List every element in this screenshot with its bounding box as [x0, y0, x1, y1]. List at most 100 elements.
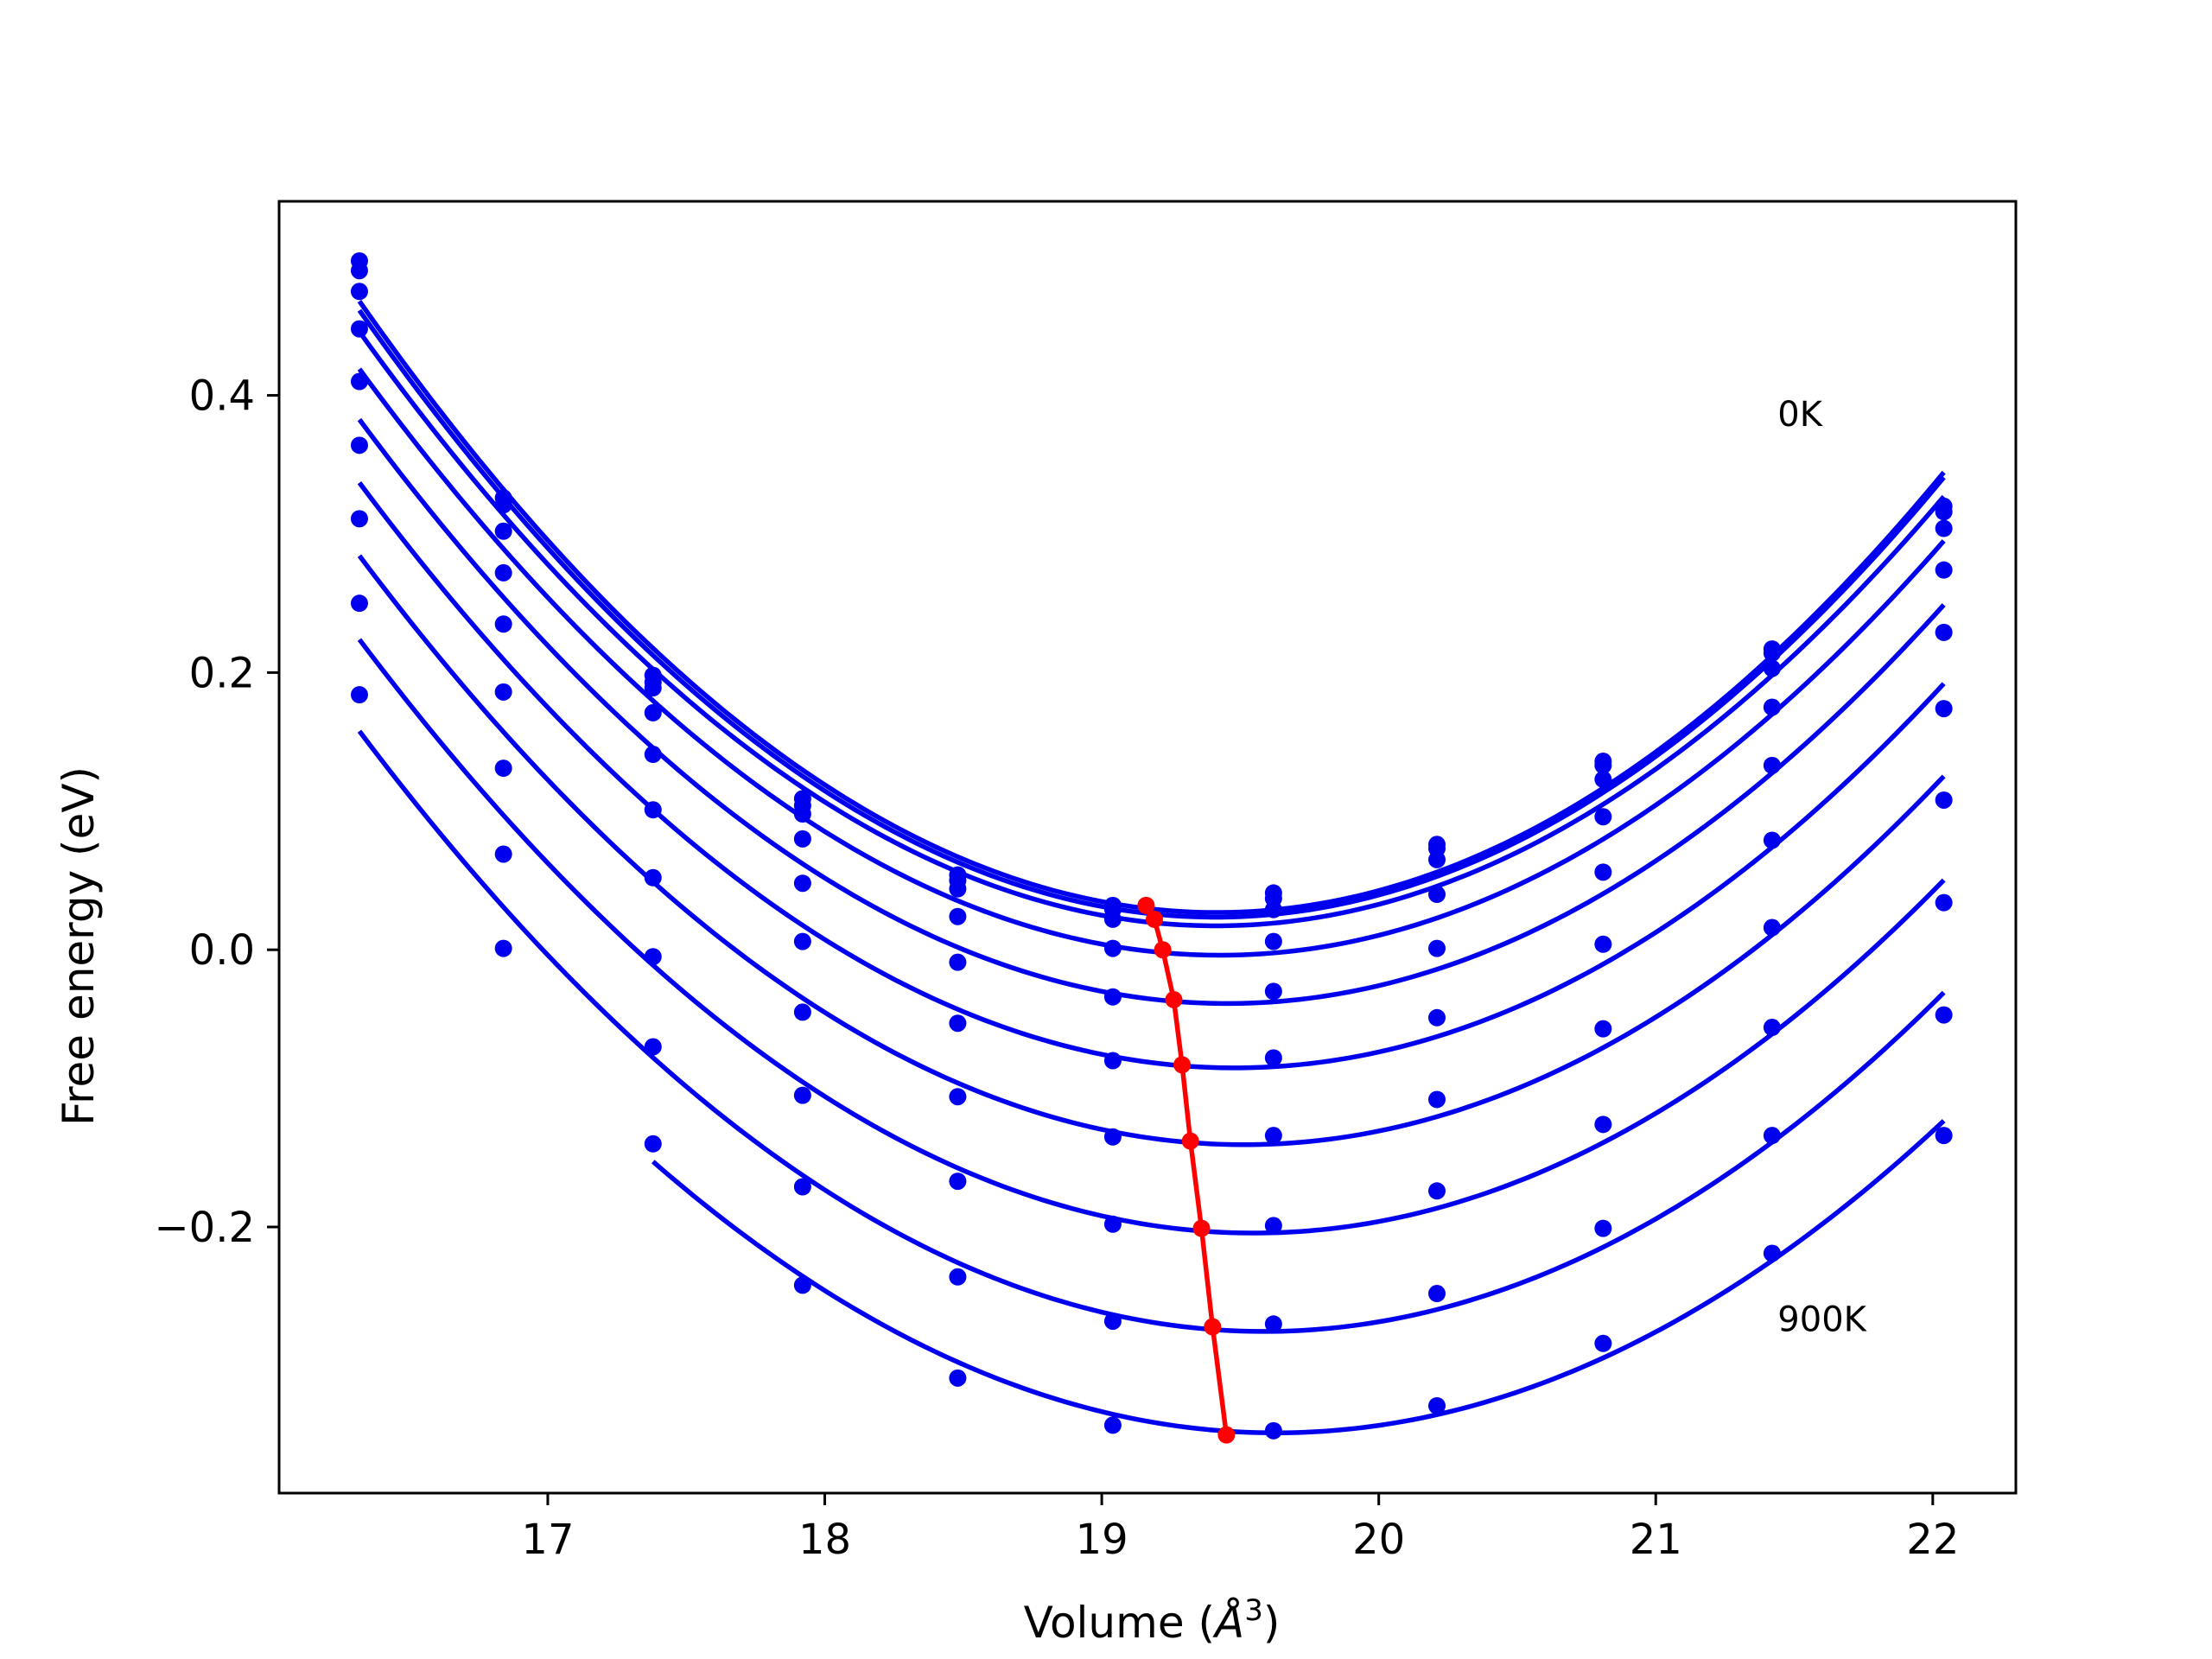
data-point-700k: [1264, 1217, 1282, 1235]
data-point-400k: [350, 372, 368, 391]
data-point-900k: [1428, 1396, 1446, 1414]
x-tick-label: 20: [1352, 1516, 1405, 1564]
data-point-300k: [644, 703, 662, 721]
data-point-500k: [1264, 1049, 1282, 1067]
y-tick-label: 0.4: [189, 372, 255, 421]
data-point-400k: [949, 953, 967, 971]
y-tick-label: 0.0: [189, 926, 255, 975]
data-point-500k: [350, 436, 368, 454]
x-tick-label: 22: [1906, 1516, 1959, 1564]
data-point-900k: [644, 1135, 662, 1153]
data-point-400k: [494, 615, 512, 633]
data-point-200k: [1428, 850, 1446, 868]
data-point-200k: [1264, 900, 1282, 918]
data-point-600k: [793, 1003, 811, 1021]
data-point-400k: [1103, 988, 1122, 1006]
data-point-600k: [1763, 918, 1781, 937]
data-point-200k: [1763, 659, 1781, 677]
data-point-900k: [1763, 1244, 1781, 1262]
data-point-900k: [1594, 1334, 1612, 1352]
minimum-point: [1204, 1318, 1222, 1336]
data-point-800k: [1103, 1313, 1122, 1331]
x-tick-label: 21: [1630, 1516, 1682, 1564]
data-point-500k: [494, 683, 512, 701]
data-point-200k: [1594, 770, 1612, 788]
data-point-300k: [1428, 886, 1446, 904]
data-point-600k: [1103, 1128, 1122, 1146]
data-point-600k: [350, 510, 368, 528]
y-axis-label: Free energy (eV): [54, 766, 104, 1126]
data-point-700k: [1594, 1116, 1612, 1134]
data-point-900k: [949, 1369, 967, 1387]
data-point-500k: [949, 1014, 967, 1033]
data-point-300k: [1935, 561, 1953, 579]
data-point-300k: [1264, 932, 1282, 950]
data-point-600k: [949, 1088, 967, 1106]
minimum-point: [1137, 896, 1155, 914]
data-point-600k: [644, 868, 662, 887]
annotation-0k: 0K: [1777, 395, 1823, 435]
data-point-300k: [1103, 939, 1122, 957]
minimum-point: [1192, 1219, 1211, 1237]
data-point-800k: [949, 1268, 967, 1286]
data-point-800k: [793, 1178, 811, 1196]
data-point-400k: [1428, 939, 1446, 957]
series-line-400k: [357, 417, 1946, 1007]
series-line-800k: [357, 729, 1946, 1334]
series-line-300k: [357, 367, 1946, 958]
x-tick-label: 19: [1076, 1516, 1128, 1564]
data-point-600k: [494, 760, 512, 778]
data-point-300k: [350, 320, 368, 338]
data-point-100k: [1763, 644, 1781, 662]
data-point-200k: [1935, 519, 1953, 537]
plot-area: [350, 251, 1953, 1444]
data-point-200k: [350, 283, 368, 301]
data-point-300k: [1763, 698, 1781, 716]
data-point-100k: [494, 496, 512, 514]
data-point-700k: [644, 948, 662, 966]
data-point-700k: [1428, 1182, 1446, 1200]
data-point-700k: [1763, 1019, 1781, 1037]
minimum-point: [1181, 1132, 1199, 1150]
data-point-400k: [1935, 623, 1953, 641]
data-point-200k: [644, 679, 662, 697]
data-point-900k: [793, 1276, 811, 1294]
data-point-200k: [494, 522, 512, 540]
data-point-600k: [1264, 1127, 1282, 1145]
minimum-point: [1217, 1426, 1236, 1444]
series-line-700k: [357, 638, 1946, 1236]
minimum-point: [1154, 941, 1172, 959]
data-point-400k: [644, 746, 662, 764]
data-point-500k: [1763, 831, 1781, 849]
y-tick-label: −0.2: [154, 1204, 255, 1252]
data-point-100k: [1935, 503, 1953, 521]
data-point-800k: [1763, 1127, 1781, 1145]
data-point-500k: [1428, 1008, 1446, 1027]
data-point-800k: [1428, 1285, 1446, 1303]
data-point-800k: [1594, 1219, 1612, 1237]
data-point-100k: [1594, 756, 1612, 774]
data-point-700k: [494, 845, 512, 863]
data-point-300k: [793, 830, 811, 848]
data-point-700k: [350, 594, 368, 613]
x-tick-label: 17: [521, 1516, 574, 1564]
x-axis-label: Volume (Å3): [1024, 1593, 1281, 1648]
data-point-800k: [1264, 1315, 1282, 1333]
data-point-800k: [494, 939, 512, 957]
data-point-900k: [1935, 1127, 1953, 1145]
data-point-300k: [494, 563, 512, 582]
minimum-point: [1165, 990, 1183, 1008]
series-line-600k: [357, 554, 1946, 1147]
minimum-point: [1173, 1056, 1192, 1074]
data-point-400k: [1763, 756, 1781, 774]
annotations: 0K 900K: [1777, 395, 1867, 1339]
data-point-400k: [1264, 982, 1282, 1001]
axes-border: [277, 200, 2018, 1495]
data-point-600k: [1935, 791, 1953, 809]
y-tick-label: 0.2: [189, 649, 255, 697]
data-point-400k: [793, 874, 811, 893]
data-point-700k: [1935, 893, 1953, 912]
data-point-500k: [1103, 1052, 1122, 1070]
axes-frame: [277, 200, 2018, 1495]
